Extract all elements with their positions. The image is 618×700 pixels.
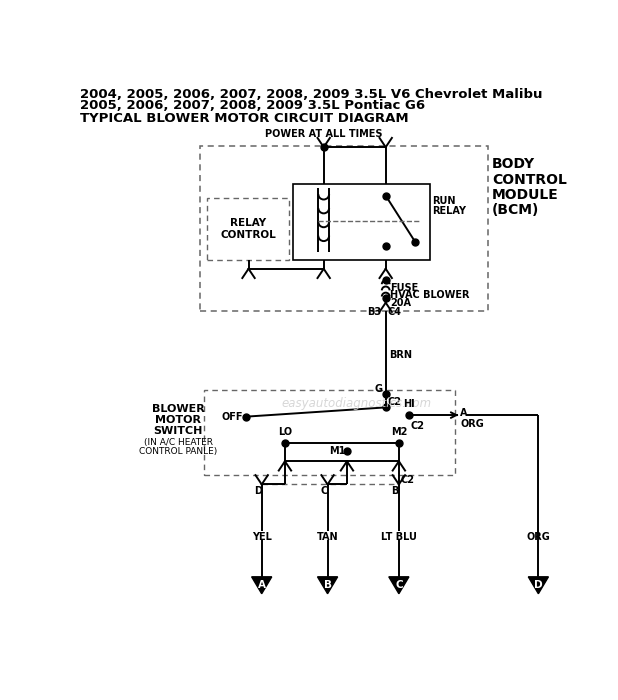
Polygon shape — [528, 577, 548, 594]
Text: A: A — [460, 408, 468, 418]
Text: C2: C2 — [400, 475, 415, 485]
Text: CONTROL PANLE): CONTROL PANLE) — [139, 447, 217, 456]
Text: SWITCH: SWITCH — [153, 426, 203, 435]
Text: B3: B3 — [367, 307, 381, 317]
Text: C2: C2 — [410, 421, 425, 431]
Text: OFF: OFF — [222, 412, 243, 421]
Text: RELAY: RELAY — [432, 206, 466, 216]
Text: POWER AT ALL TIMES: POWER AT ALL TIMES — [265, 130, 383, 139]
Text: B: B — [391, 486, 399, 496]
Bar — [203, 391, 455, 475]
Text: C: C — [395, 580, 403, 590]
Text: MOTOR: MOTOR — [155, 414, 201, 425]
Text: M1: M1 — [329, 445, 345, 456]
Text: RUN: RUN — [432, 195, 455, 206]
Polygon shape — [252, 577, 272, 594]
Text: 2005, 2006, 2007, 2008, 2009 3.5L Pontiac G6: 2005, 2006, 2007, 2008, 2009 3.5L Pontia… — [80, 99, 425, 113]
Text: CONTROL: CONTROL — [220, 230, 276, 240]
Text: (BCM): (BCM) — [492, 203, 540, 217]
Bar — [208, 198, 289, 260]
Text: CONTROL: CONTROL — [492, 173, 567, 187]
Text: ORG: ORG — [527, 532, 550, 542]
Text: A: A — [258, 580, 266, 590]
Text: B: B — [324, 580, 332, 590]
Text: G: G — [375, 384, 383, 393]
Polygon shape — [389, 577, 409, 594]
Text: HVAC BLOWER: HVAC BLOWER — [391, 290, 470, 300]
Text: D: D — [254, 486, 261, 496]
Text: YEL: YEL — [252, 532, 272, 542]
Bar — [293, 184, 430, 260]
Text: easyautodiagnostics.com: easyautodiagnostics.com — [281, 397, 431, 410]
Text: RELAY: RELAY — [230, 218, 266, 228]
Text: BODY: BODY — [492, 157, 535, 171]
Text: 20A: 20A — [391, 298, 412, 308]
Text: TYPICAL BLOWER MOTOR CIRCUIT DIAGRAM: TYPICAL BLOWER MOTOR CIRCUIT DIAGRAM — [80, 113, 409, 125]
Text: HI: HI — [403, 399, 415, 409]
Text: 2004, 2005, 2006, 2007, 2008, 2009 3.5L V6 Chevrolet Malibu: 2004, 2005, 2006, 2007, 2008, 2009 3.5L … — [80, 88, 543, 101]
Text: BRN: BRN — [389, 350, 412, 360]
Text: D: D — [534, 580, 543, 590]
Text: BLOWER: BLOWER — [151, 404, 205, 414]
Polygon shape — [318, 577, 337, 594]
Bar — [200, 146, 488, 311]
Text: C2: C2 — [387, 398, 401, 407]
Text: (IN A/C HEATER: (IN A/C HEATER — [143, 438, 213, 447]
Text: C4: C4 — [387, 307, 401, 317]
Text: LO: LO — [278, 428, 292, 438]
Text: C: C — [320, 486, 328, 496]
Text: ORG: ORG — [460, 419, 484, 429]
Text: M2: M2 — [391, 428, 407, 438]
Text: LT BLU: LT BLU — [381, 532, 417, 542]
Text: TAN: TAN — [317, 532, 339, 542]
Text: MODULE: MODULE — [492, 188, 559, 202]
Text: FUSE: FUSE — [391, 283, 418, 293]
